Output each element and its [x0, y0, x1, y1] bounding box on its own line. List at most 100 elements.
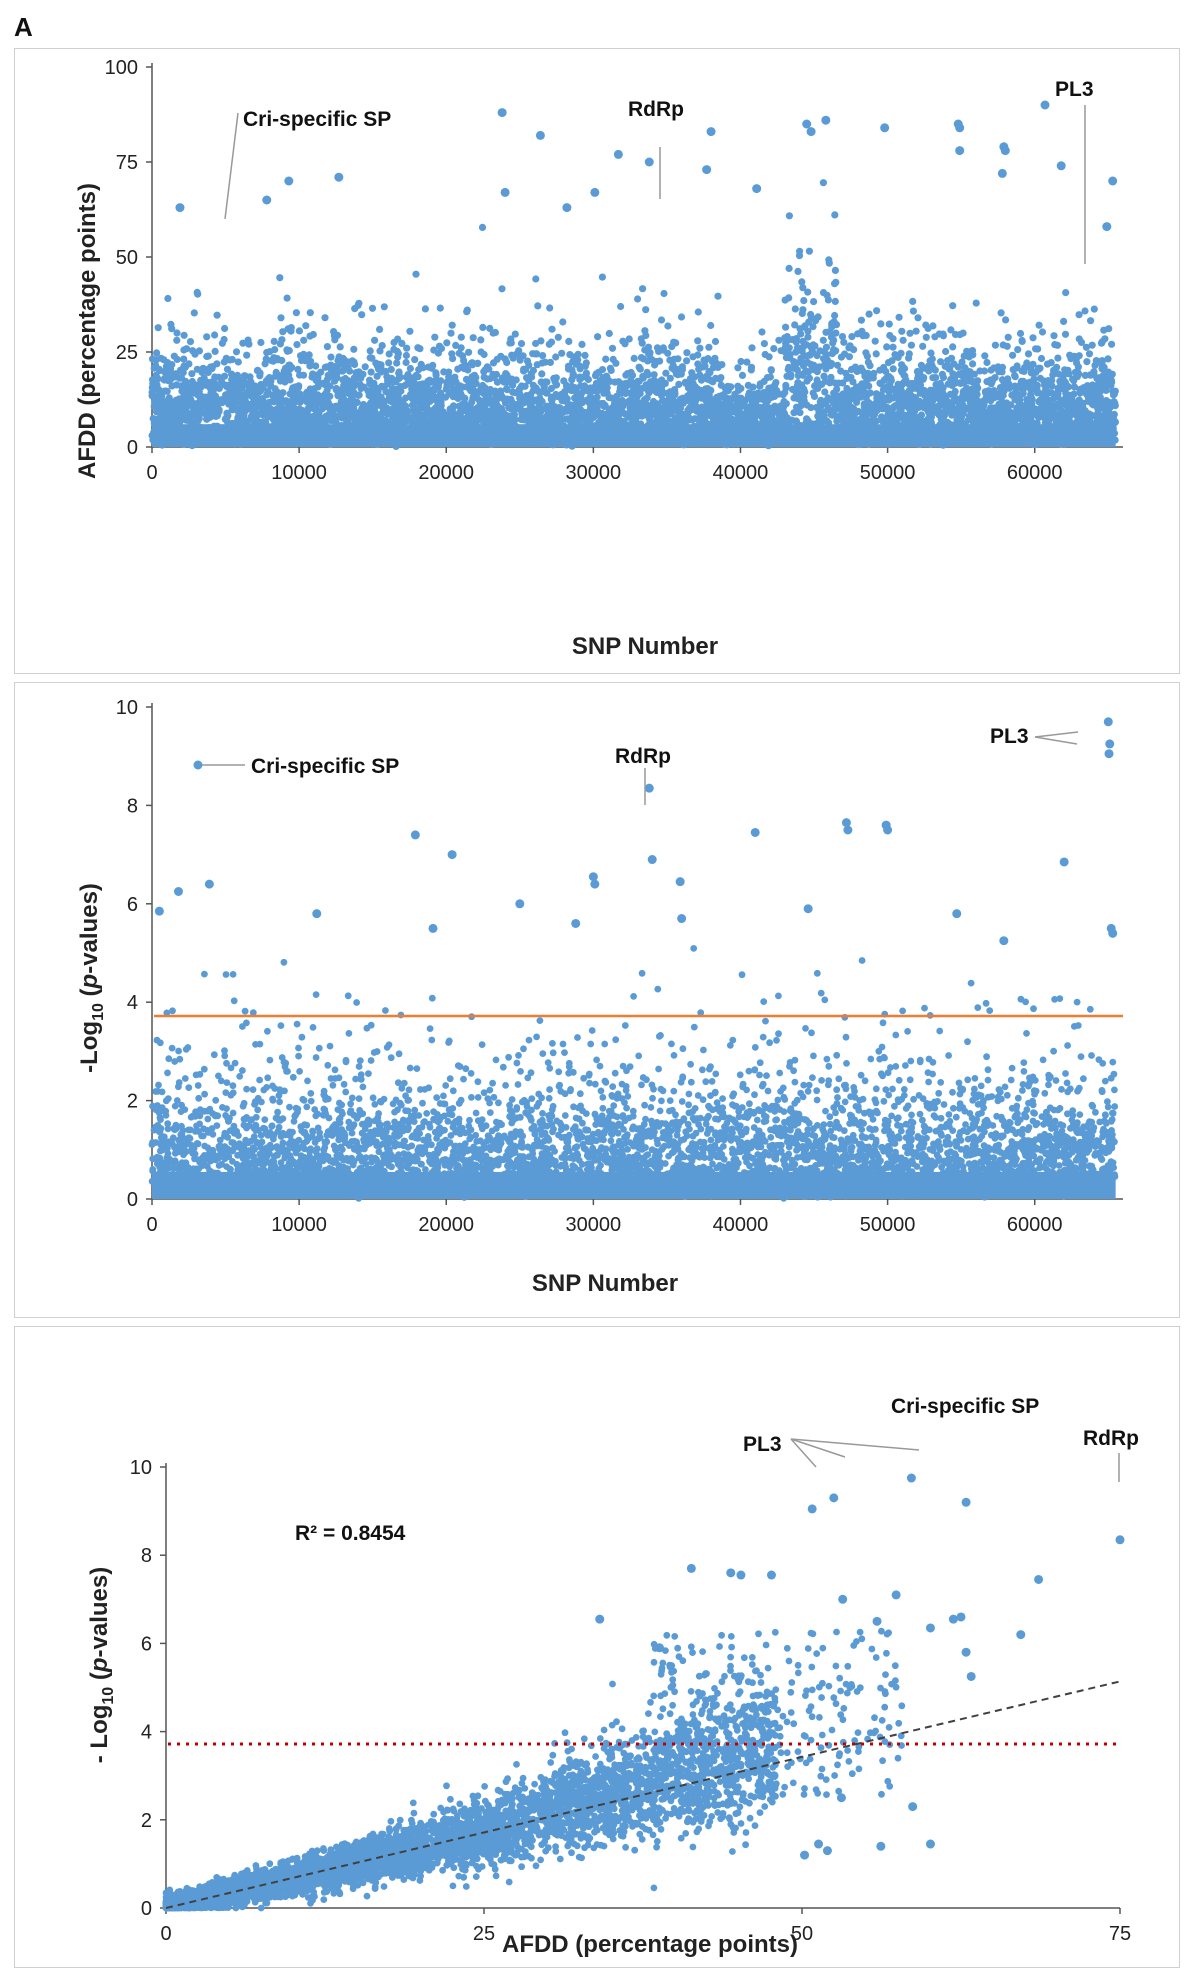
dense-point — [883, 343, 891, 351]
dense-point — [310, 385, 318, 393]
dense-point — [314, 424, 323, 432]
dense-point — [696, 439, 705, 447]
dense-point — [1038, 328, 1047, 336]
dense-point — [427, 431, 435, 439]
dense-point — [1042, 391, 1050, 399]
dense-point — [1016, 329, 1025, 338]
dense-point — [302, 322, 310, 330]
dense-point — [1040, 377, 1048, 385]
dense-point — [928, 361, 936, 369]
dense-point — [448, 410, 456, 418]
dense-point — [474, 359, 482, 367]
dense-point — [408, 394, 416, 402]
dense-point — [660, 289, 668, 298]
dense-point — [617, 302, 625, 311]
dense-point — [482, 400, 490, 408]
dense-point — [356, 381, 364, 389]
dense-point — [911, 394, 920, 402]
dense-point — [512, 376, 520, 384]
dense-point — [827, 373, 835, 381]
dense-point — [271, 372, 280, 380]
dense-point — [738, 371, 747, 379]
dense-point — [469, 334, 477, 342]
dense-point — [489, 329, 497, 337]
dense-point — [683, 357, 691, 365]
dense-point — [1015, 382, 1023, 390]
dense-point — [1049, 426, 1057, 434]
dense-point — [314, 375, 322, 383]
dense-point — [764, 410, 773, 418]
dense-point — [212, 435, 220, 443]
dense-point — [152, 356, 160, 364]
dense-point — [694, 337, 702, 345]
dense-point — [411, 356, 419, 364]
y-tick-label: 25 — [116, 342, 138, 364]
dense-point — [901, 372, 909, 380]
dense-point — [469, 420, 477, 428]
dense-point — [281, 405, 289, 414]
dense-point — [223, 410, 231, 418]
dense-point — [353, 417, 361, 425]
dense-point — [763, 374, 772, 382]
dense-point — [348, 391, 356, 399]
dense-point — [594, 385, 602, 393]
dense-point — [449, 355, 457, 363]
dense-point — [194, 290, 202, 298]
dense-point — [922, 333, 930, 341]
dense-point — [321, 363, 329, 371]
dense-point — [833, 361, 842, 369]
dense-point — [807, 315, 816, 323]
dense-point — [989, 416, 997, 424]
dense-point — [889, 343, 897, 351]
dense-point — [734, 382, 742, 390]
dense-point — [180, 355, 188, 363]
dense-point — [1064, 383, 1073, 391]
dense-point — [517, 415, 525, 424]
dense-point — [1019, 429, 1028, 437]
dense-point — [150, 402, 158, 410]
dense-point — [276, 377, 284, 385]
dense-point — [1023, 359, 1031, 367]
dense-point — [476, 403, 484, 411]
dense-point — [279, 328, 287, 336]
dense-point — [212, 423, 220, 431]
dense-point — [394, 394, 402, 402]
dense-point — [292, 398, 300, 406]
dense-point — [540, 424, 548, 432]
dense-point — [543, 378, 551, 386]
dense-point — [300, 336, 308, 344]
dense-point — [376, 347, 384, 355]
dense-point — [332, 384, 340, 393]
dense-point — [403, 344, 411, 352]
dense-point — [180, 440, 188, 448]
dense-point — [558, 434, 566, 442]
dense-point — [650, 371, 658, 379]
dense-point — [940, 421, 948, 429]
dense-point — [1029, 334, 1037, 342]
dense-point — [234, 397, 242, 405]
dense-point — [534, 302, 542, 310]
dense-point — [983, 358, 991, 367]
dense-point — [386, 408, 394, 416]
dense-point — [537, 414, 546, 422]
dense-point — [814, 313, 822, 321]
dense-point — [579, 373, 587, 381]
dense-point — [541, 358, 549, 366]
dense-point — [1041, 419, 1049, 427]
dense-point — [893, 430, 901, 438]
dense-point — [173, 336, 181, 344]
dense-point — [848, 333, 856, 341]
dense-point — [980, 367, 989, 375]
dense-point — [498, 285, 506, 293]
dense-point — [697, 390, 706, 398]
dense-point — [1004, 333, 1012, 341]
dense-point — [155, 402, 163, 410]
dense-point — [382, 367, 390, 376]
dense-point — [819, 336, 827, 344]
dense-point — [939, 441, 947, 449]
dense-point — [765, 424, 773, 432]
dense-point — [897, 422, 905, 430]
dense-point — [719, 416, 727, 424]
dense-point — [1075, 311, 1083, 319]
